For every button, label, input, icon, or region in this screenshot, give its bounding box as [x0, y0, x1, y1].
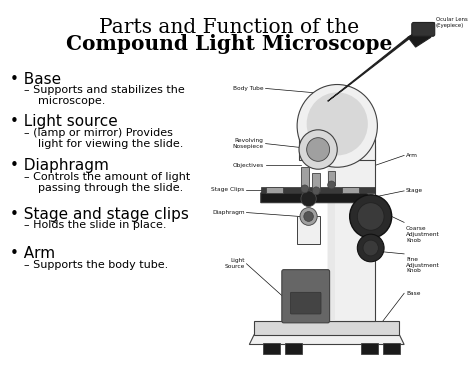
Text: Base: Base	[406, 291, 420, 296]
Bar	[328, 146, 335, 321]
Bar	[285, 342, 302, 354]
Polygon shape	[254, 321, 400, 335]
Bar	[312, 173, 320, 191]
Circle shape	[357, 234, 384, 262]
Circle shape	[301, 185, 309, 193]
Text: Arm: Arm	[406, 153, 418, 158]
Circle shape	[307, 92, 368, 155]
Polygon shape	[299, 126, 375, 160]
Polygon shape	[328, 29, 421, 101]
Text: • Base: • Base	[10, 72, 62, 87]
Text: • Light source: • Light source	[10, 114, 118, 129]
FancyBboxPatch shape	[291, 292, 321, 314]
Text: • Stage and stage clips: • Stage and stage clips	[10, 207, 189, 222]
Text: Parts and Function of the: Parts and Function of the	[99, 18, 359, 36]
Polygon shape	[342, 187, 359, 193]
Circle shape	[350, 195, 392, 238]
Text: microscope.: microscope.	[24, 96, 105, 106]
Text: Stage: Stage	[406, 188, 423, 193]
Bar	[301, 167, 309, 189]
Circle shape	[328, 181, 335, 189]
Text: Ocular Lens
(Eyepiece): Ocular Lens (Eyepiece)	[436, 17, 467, 28]
Circle shape	[307, 138, 329, 161]
Polygon shape	[261, 193, 375, 203]
Circle shape	[312, 187, 320, 195]
Text: light for viewing the slide.: light for viewing the slide.	[24, 139, 183, 149]
Text: Diaphragm: Diaphragm	[212, 210, 245, 215]
Text: Stage Clips: Stage Clips	[211, 187, 245, 192]
Text: Body Tube: Body Tube	[233, 86, 264, 91]
Text: – Controls the amount of light: – Controls the amount of light	[24, 172, 190, 182]
Circle shape	[357, 203, 384, 230]
Circle shape	[299, 130, 337, 169]
Circle shape	[363, 240, 378, 256]
Polygon shape	[265, 187, 283, 193]
Text: – (lamp or mirror) Provides: – (lamp or mirror) Provides	[24, 128, 173, 138]
Bar	[383, 342, 401, 354]
Polygon shape	[328, 146, 375, 321]
Text: Light
Source: Light Source	[224, 258, 245, 269]
Polygon shape	[408, 27, 431, 47]
Text: Revolving
Nosepiece: Revolving Nosepiece	[233, 138, 264, 149]
Text: • Diaphragm: • Diaphragm	[10, 158, 109, 173]
FancyBboxPatch shape	[282, 270, 329, 323]
Circle shape	[304, 212, 313, 222]
Text: Objectives: Objectives	[232, 163, 264, 168]
Text: – Supports the body tube.: – Supports the body tube.	[24, 260, 168, 270]
Bar	[361, 342, 378, 354]
Circle shape	[300, 208, 317, 225]
Text: passing through the slide.: passing through the slide.	[24, 183, 183, 193]
FancyBboxPatch shape	[412, 23, 435, 36]
Circle shape	[301, 191, 316, 207]
Bar	[263, 342, 280, 354]
Text: – Supports and stabilizes the: – Supports and stabilizes the	[24, 85, 184, 96]
Text: Coarse
Adjustment
Knob: Coarse Adjustment Knob	[406, 226, 440, 243]
Bar	[297, 216, 320, 244]
Text: • Arm: • Arm	[10, 246, 55, 261]
Text: – Holds the slide in place.: – Holds the slide in place.	[24, 220, 166, 230]
Bar	[328, 171, 335, 185]
Text: Compound Light Microscope: Compound Light Microscope	[66, 34, 392, 54]
Text: Fine
Adjustment
Knob: Fine Adjustment Knob	[406, 257, 440, 273]
Circle shape	[297, 85, 377, 167]
Bar	[261, 187, 375, 193]
Polygon shape	[249, 335, 404, 345]
